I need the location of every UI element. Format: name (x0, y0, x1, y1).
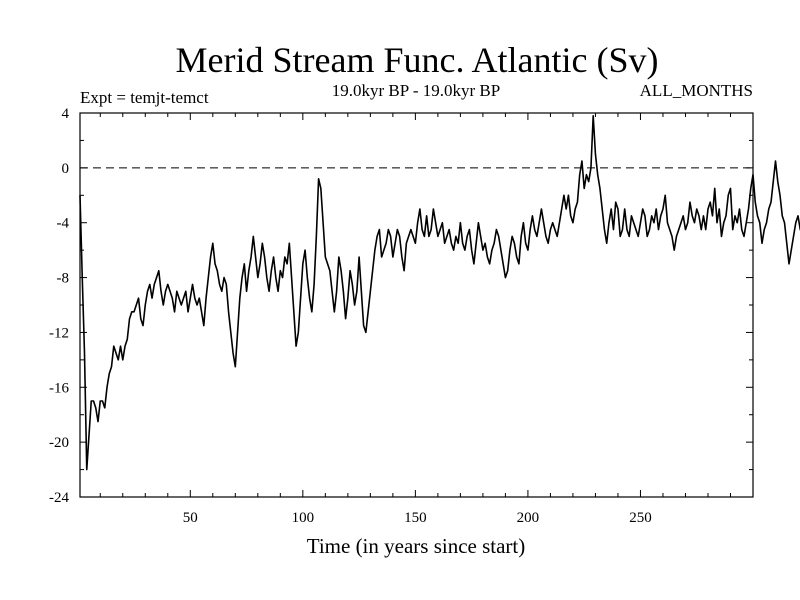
subtitle-period: 19.0kyr BP - 19.0kyr BP (332, 81, 500, 100)
x-tick-label: 200 (517, 510, 540, 526)
x-tick-label: 100 (292, 510, 315, 526)
y-tick-label: -8 (57, 271, 70, 287)
x-tick-label: 150 (404, 510, 427, 526)
x-axis-label: Time (in years since start) (307, 534, 526, 558)
chart-title: Merid Stream Func. Atlantic (Sv) (176, 40, 659, 80)
y-tick-label: 0 (62, 161, 70, 177)
axis-tick-labels: 50 100 150 200 250 4 0 -4 -8 -12 -16 -20 -24 (49, 106, 652, 526)
y-tick-label: -20 (49, 435, 69, 451)
y-tick-label: -12 (49, 325, 69, 341)
x-tick-label: 50 (183, 510, 198, 526)
y-tick-label: -16 (49, 380, 69, 396)
subtitle-experiment: Expt = temjt-temct (80, 88, 209, 107)
series-line-temjt-temct (79, 114, 800, 471)
y-tick-label: -24 (49, 490, 69, 506)
y-tick-label: -4 (57, 216, 70, 232)
y-tick-label: 4 (62, 106, 70, 122)
x-tick-label: 250 (629, 510, 652, 526)
subtitle-months: ALL_MONTHS (640, 81, 753, 100)
